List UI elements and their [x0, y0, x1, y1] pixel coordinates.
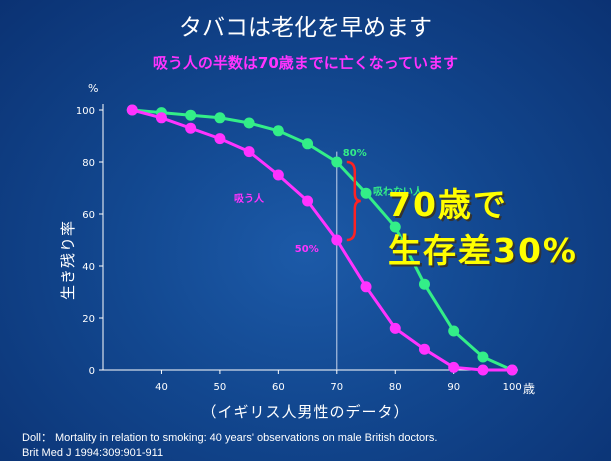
annotation-50-percent: 50% — [295, 244, 319, 255]
x-tick-label: 90 — [447, 382, 460, 393]
smoker-point — [477, 364, 489, 376]
smoker-point — [185, 122, 197, 134]
highlight-line-2: 生存差30% — [388, 231, 578, 270]
x-tick-label: 80 — [389, 382, 402, 393]
slide-subtitle: 吸う人の半数は70歳までに亡くなっています — [152, 54, 459, 72]
smoker-point — [360, 281, 372, 293]
y-axis-unit: % — [88, 82, 99, 95]
slide-title: タバコは老化を早めます — [179, 15, 432, 41]
nonsmoker-point — [243, 117, 255, 129]
smoker-point — [389, 322, 401, 334]
smoker-point — [506, 364, 518, 376]
smoker-point — [331, 234, 343, 246]
nonsmoker-point — [477, 351, 489, 363]
x-tick-label: 40 — [155, 382, 168, 393]
nonsmoker-point — [185, 109, 197, 121]
smoker-point — [126, 104, 138, 116]
x-tick-label: 100 — [503, 382, 522, 393]
y-tick-label: 20 — [82, 314, 95, 325]
nonsmoker-point — [331, 156, 343, 168]
y-tick-label: 0 — [89, 366, 95, 377]
annotation-80-percent: 80% — [343, 148, 367, 159]
nonsmoker-point — [360, 187, 372, 199]
y-tick-label: 40 — [82, 262, 95, 273]
source-citation-line-1: Doll： Mortality in relation to smoking: … — [22, 432, 438, 444]
highlight-line-1: 70歳で — [388, 185, 508, 224]
data-note: （イギリス人男性のデータ） — [201, 403, 410, 421]
y-tick-label: 80 — [82, 158, 95, 169]
source-citation-line-2: Brit Med J 1994:309:901-911 — [22, 447, 164, 459]
nonsmoker-point — [448, 325, 460, 337]
smoker-point — [418, 343, 430, 355]
y-tick-label: 60 — [82, 210, 95, 221]
smoker-series-label: 吸う人 — [234, 192, 265, 205]
x-tick-label: 70 — [330, 382, 343, 393]
nonsmoker-point — [302, 138, 314, 150]
smoker-point — [243, 146, 255, 158]
nonsmoker-point — [418, 278, 430, 290]
x-axis-unit: 歳 — [523, 382, 536, 396]
nonsmoker-point — [272, 125, 284, 137]
nonsmoker-series-label: 吸わない人 — [373, 185, 424, 198]
y-tick-label: 100 — [76, 106, 95, 117]
nonsmoker-point — [389, 221, 401, 233]
x-tick-label: 50 — [214, 382, 227, 393]
nonsmoker-point — [214, 112, 226, 124]
smoker-point — [155, 112, 167, 124]
smoker-point — [302, 195, 314, 207]
x-tick-label: 60 — [272, 382, 285, 393]
smoker-point — [448, 361, 460, 373]
smoker-point — [272, 169, 284, 181]
smoker-point — [214, 133, 226, 145]
